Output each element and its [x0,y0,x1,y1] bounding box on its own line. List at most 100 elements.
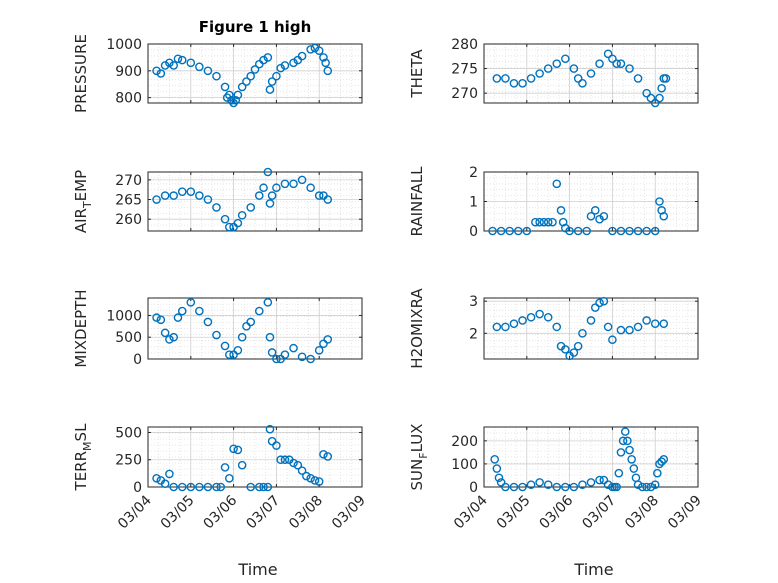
x-tick-label: 03/08 [622,493,662,533]
data-point [152,473,161,483]
data-point [642,88,651,98]
data-point [650,226,660,236]
data-point [642,316,651,325]
y-axis-label: RAINFALL [408,166,426,237]
data-point [657,83,666,93]
data-point [165,469,174,479]
data-point [496,226,506,236]
data-point [259,183,268,193]
y-tick-label: 0 [133,480,142,496]
data-point [314,191,324,200]
data-point [661,74,671,83]
data-point [501,482,510,492]
data-point [173,54,183,64]
data-point [156,315,166,325]
data-point [595,475,604,485]
data-point [323,195,333,204]
data-point [319,339,328,349]
data-point [231,96,241,105]
data-point [633,226,643,236]
data-point [586,69,596,78]
data-point [655,93,664,103]
data-point [616,226,626,236]
data-point [590,206,600,215]
x-tick-label: 03/07 [243,493,283,533]
data-point [237,460,247,470]
data-point [152,313,161,322]
data-point [595,59,604,68]
data-point [518,482,527,492]
data-point [267,436,277,446]
y-tick-label: 100 [451,457,478,473]
data-point [526,74,536,83]
data-point [526,480,536,489]
data-point [623,436,632,446]
data-point [289,179,298,189]
data-point [177,306,187,316]
data-point [543,480,553,489]
data-point [272,183,281,193]
data-point [509,79,519,88]
data-point [276,63,285,73]
data-point [556,206,566,215]
data-point [561,482,570,492]
data-point [229,350,238,359]
data-point [650,98,660,108]
x-tick-label: 03/06 [537,492,577,532]
x-axis-label: Time [573,560,613,579]
data-point [254,306,264,316]
data-point [280,61,290,70]
data-point [220,82,230,92]
data-point [627,455,636,464]
data-point [552,179,562,189]
data-point [599,211,609,221]
data-point [306,45,315,54]
y-tick-label: 500 [115,330,142,346]
data-point [233,90,243,100]
data-point [267,348,277,357]
data-point [526,312,536,322]
data-point [237,210,247,220]
data-point [165,58,174,68]
axes-box [147,43,363,104]
data-point [195,306,204,316]
data-point [501,322,510,332]
data-point [323,335,333,344]
data-point [494,473,504,483]
data-point [203,317,213,327]
data-point [169,191,178,200]
y-tick-label: 2 [469,165,478,181]
y-axis-label: MIXDEPTH [72,289,90,367]
data-point [186,482,196,492]
data-point [561,345,570,354]
data-point [657,457,666,466]
data-point [242,77,251,86]
data-point [212,482,221,492]
axes-box [147,297,363,360]
data-point [314,46,324,56]
data-point [659,211,669,221]
data-point [272,441,281,450]
data-point [573,226,583,236]
x-tick-label: 03/09 [665,493,705,533]
data-point [177,482,187,492]
data-point [289,58,298,68]
data-point [543,64,553,73]
data-point [586,316,596,325]
data-point [603,49,613,59]
data-point [608,335,617,345]
data-point [565,226,574,236]
data-point [160,61,170,70]
data-point [488,226,497,236]
y-tick-label: 500 [115,425,142,441]
data-point [203,66,213,76]
data-point [633,322,643,332]
y-tick-label: 260 [115,212,142,228]
data-point [220,214,230,224]
x-tick-label: 03/05 [158,493,198,533]
data-point [265,424,275,434]
data-point [535,69,544,78]
data-point [319,449,328,459]
data-point [212,330,221,340]
data-point [289,458,298,468]
